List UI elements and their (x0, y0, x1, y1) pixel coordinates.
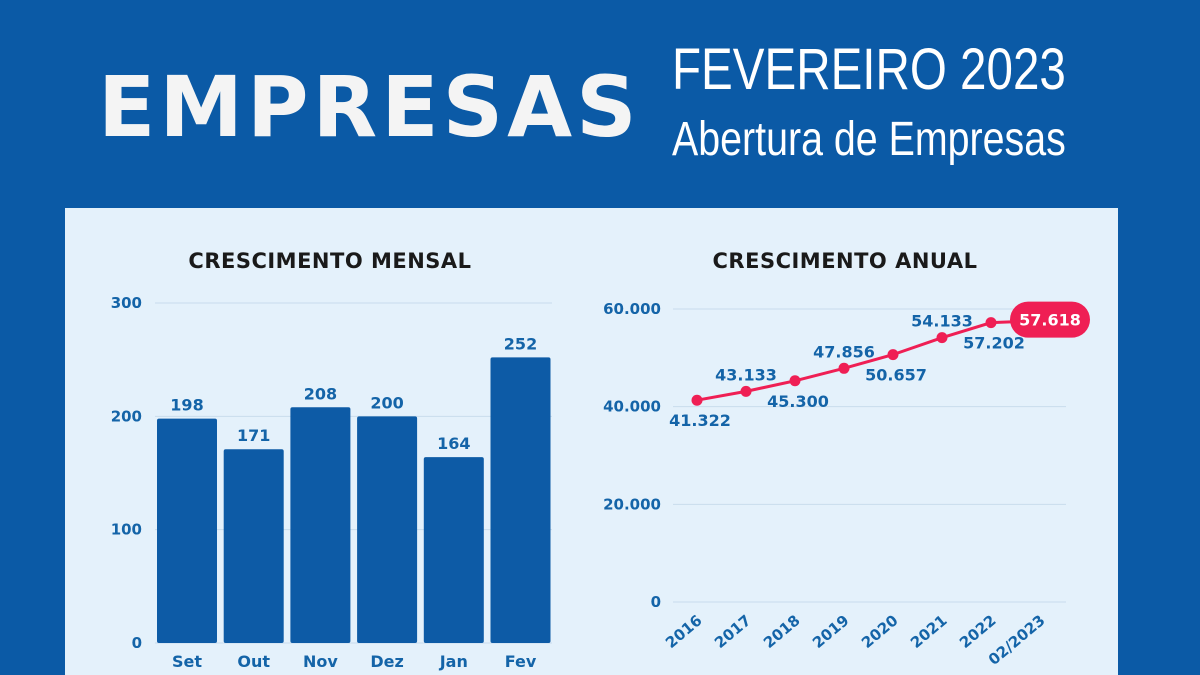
data-point (985, 317, 997, 329)
series-line (696, 319, 1041, 402)
data-label: 164 (437, 434, 470, 453)
data-point (887, 349, 899, 361)
data-point (789, 375, 801, 387)
x-tick-label: 2019 (809, 611, 853, 652)
bar-out (223, 449, 284, 643)
x-tick-label: Nov (303, 652, 338, 671)
data-label: 43.133 (715, 365, 777, 384)
data-label: 45.300 (767, 392, 829, 411)
x-tick-label: 2020 (858, 611, 902, 652)
data-label: 252 (504, 334, 537, 353)
line-chart-title: CRESCIMENTO ANUAL (713, 249, 978, 273)
month-title: FEVEREIRO 2023 (672, 37, 1066, 102)
bar-jan (423, 457, 484, 643)
x-tick-label: 2021 (907, 611, 951, 652)
bar-fev (490, 357, 551, 643)
x-tick-label: Dez (370, 652, 403, 671)
data-label: 54.133 (911, 312, 973, 331)
y-tick-label: 60.000 (603, 300, 661, 318)
data-point (936, 332, 948, 344)
subtitle: Abertura de Empresas (672, 113, 1066, 166)
highlight-label: 57.618 (1019, 311, 1081, 330)
data-label: 208 (304, 384, 337, 403)
x-tick-label: 2017 (711, 611, 755, 652)
data-label: 198 (170, 396, 203, 415)
x-tick-label: Out (237, 652, 270, 671)
bar-nov (290, 407, 351, 643)
bar-chart-title: CRESCIMENTO MENSAL (188, 249, 471, 273)
data-point (691, 394, 703, 406)
x-tick-label: 2016 (662, 611, 706, 652)
y-tick-label: 200 (111, 407, 142, 425)
y-tick-label: 20.000 (603, 495, 661, 513)
data-point (838, 362, 850, 374)
data-point (740, 385, 752, 397)
data-label: 50.657 (865, 366, 927, 385)
x-tick-label: Jan (439, 652, 468, 671)
y-tick-label: 100 (111, 521, 142, 539)
bar-dez (357, 416, 418, 643)
x-tick-label: Set (172, 652, 202, 671)
data-label: 171 (237, 426, 270, 445)
y-tick-label: 300 (111, 294, 142, 312)
highlight-badge (1010, 301, 1090, 338)
data-label: 57.202 (963, 334, 1025, 353)
x-tick-label: 2022 (956, 611, 1000, 652)
x-tick-label: Fev (505, 652, 537, 671)
y-tick-label: 0 (132, 634, 142, 652)
y-tick-label: 40.000 (603, 398, 661, 416)
y-tick-label: 0 (651, 593, 661, 611)
data-label: 47.856 (813, 342, 875, 361)
data-label: 41.322 (669, 411, 731, 430)
x-tick-label: 2018 (760, 611, 804, 652)
data-label: 200 (370, 393, 403, 412)
main-title: EMPRESAS (98, 58, 641, 156)
bar-set (157, 418, 217, 643)
